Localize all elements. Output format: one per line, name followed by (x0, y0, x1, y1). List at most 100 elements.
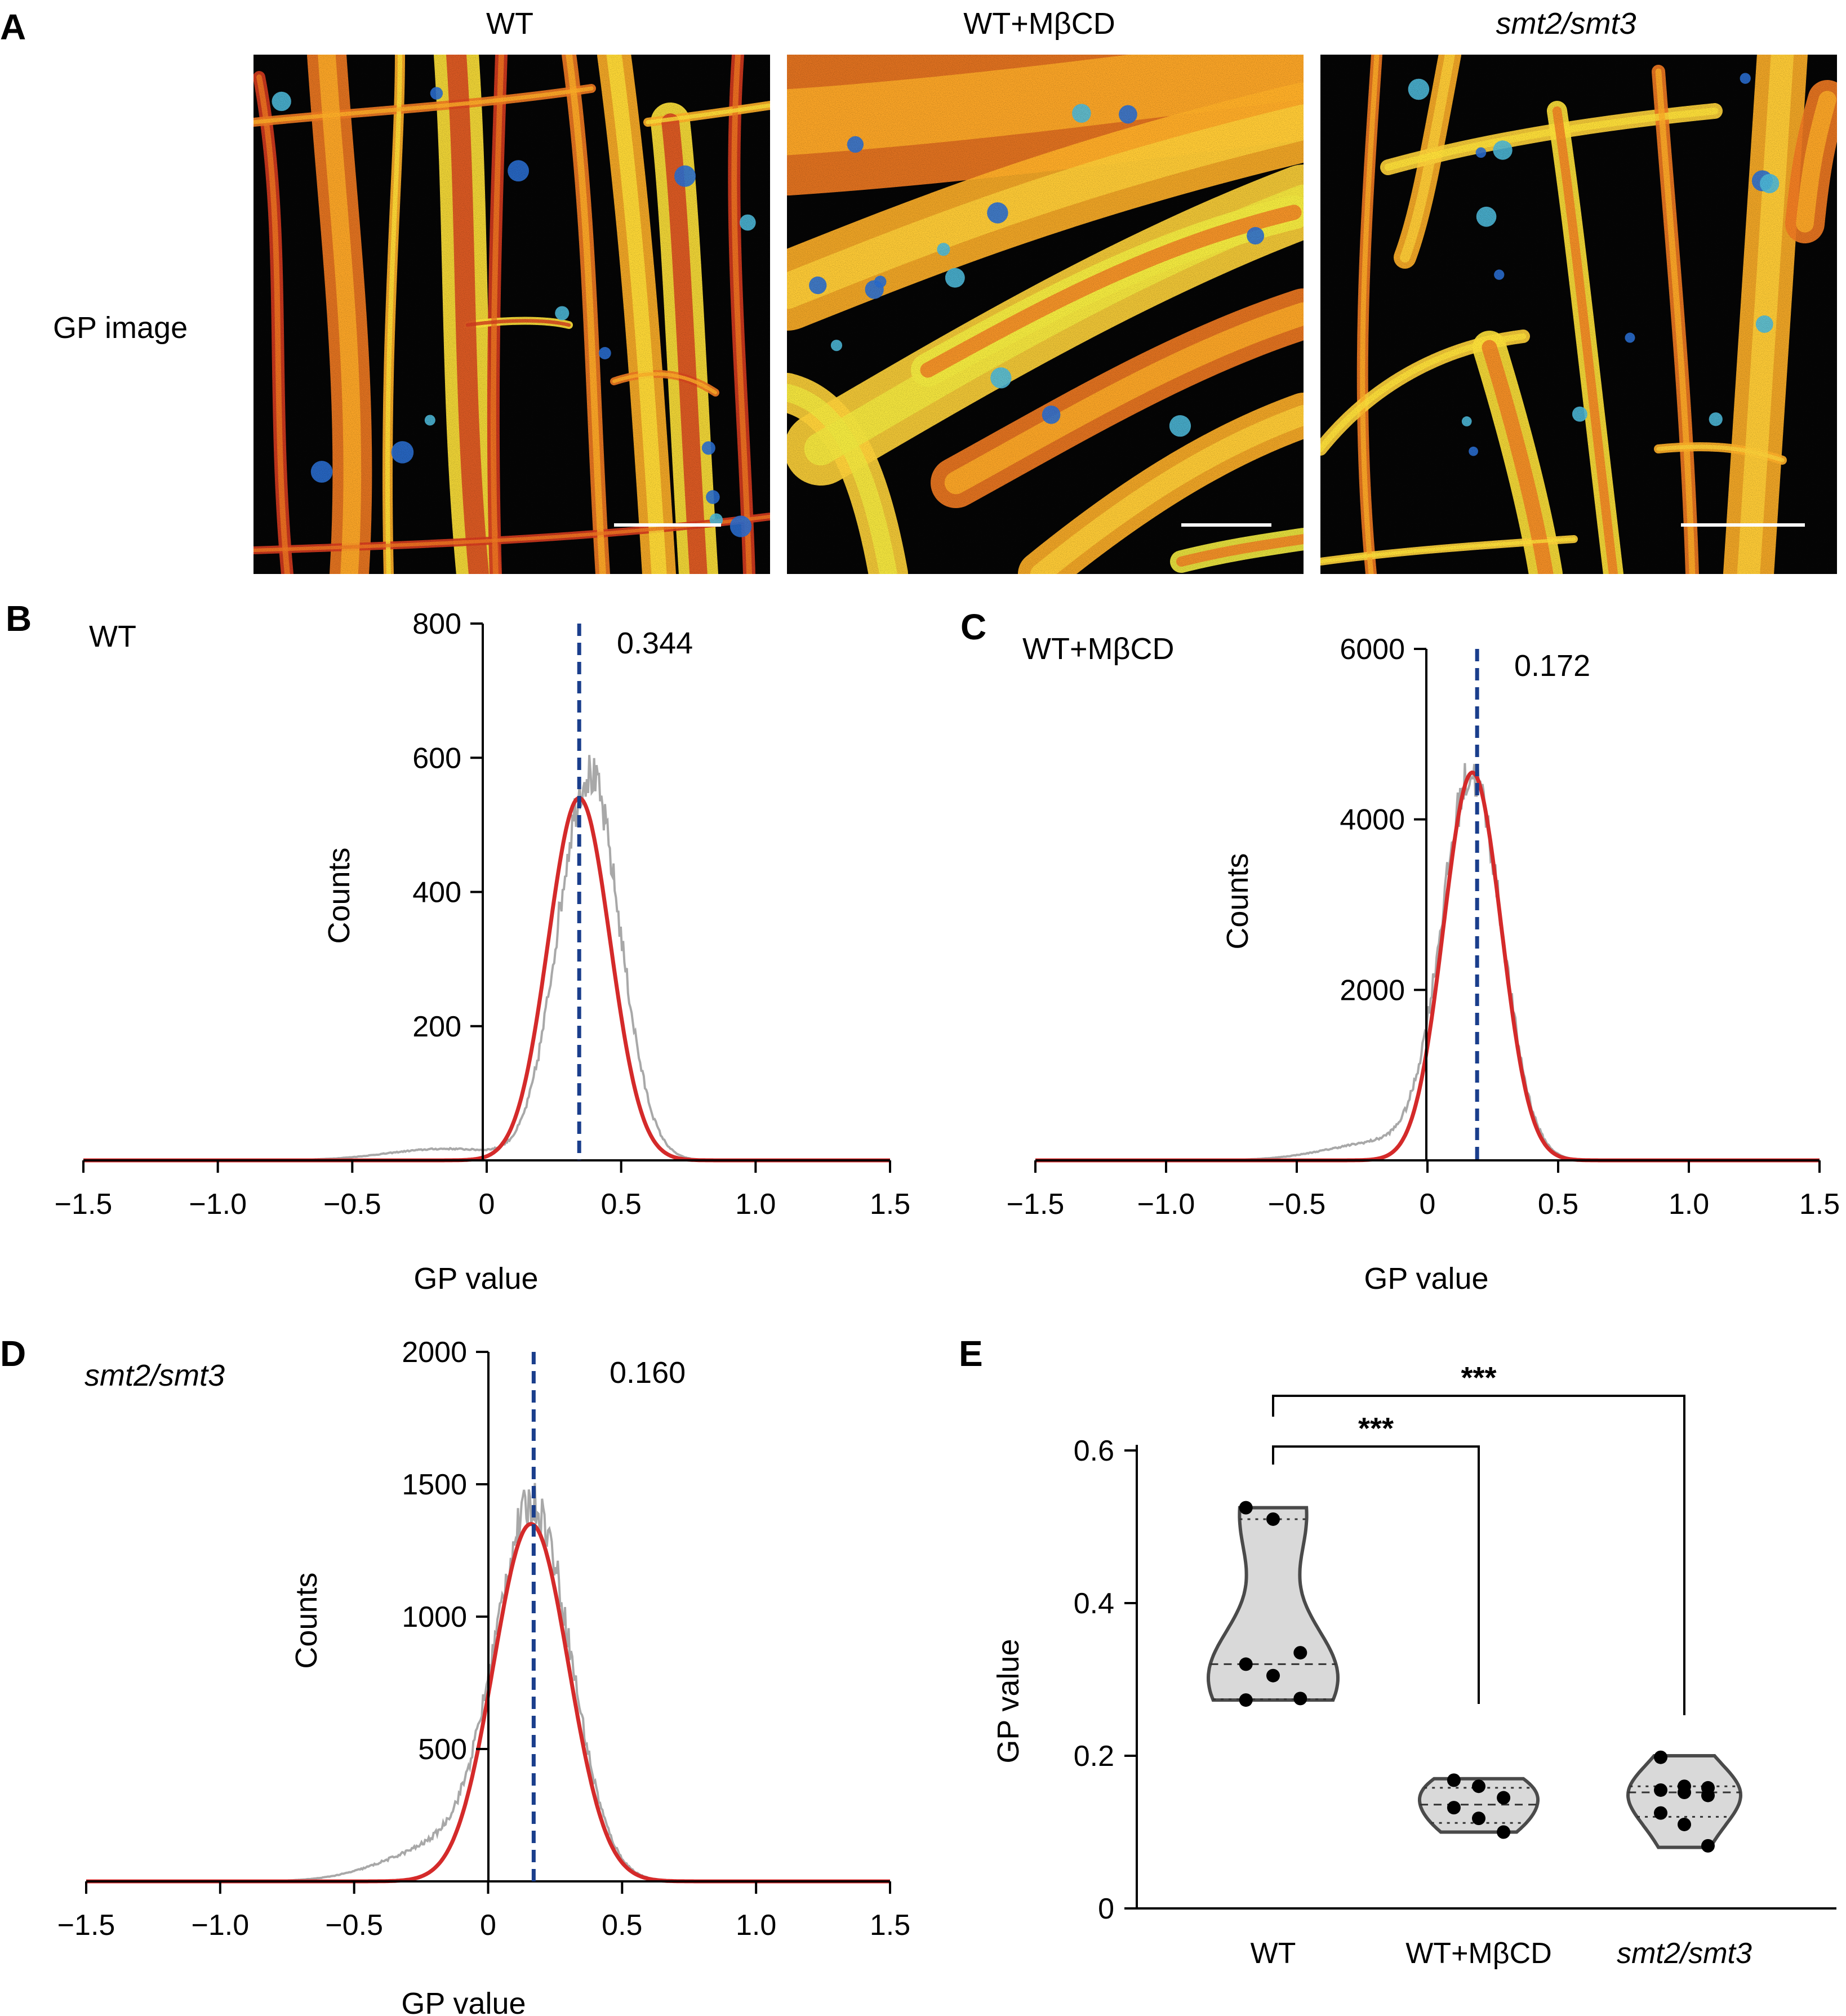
mean-annotation: 0.172 (1514, 649, 1590, 683)
panel-label-e: E (959, 1333, 983, 1374)
significance-label: *** (1461, 1361, 1496, 1395)
axes: −1.5 −1.0 −0.5 0 0.5 1.0 1.5 200 400 600 800 (55, 608, 910, 1221)
x-category-label: WT (1251, 1937, 1296, 1970)
x-tick-label: −1.5 (55, 1188, 113, 1221)
image-title-wt-mbcd: WT+MβCD (963, 7, 1115, 41)
y-tick-label: 800 (412, 608, 461, 640)
gp-image-smt2-smt3 (1320, 55, 1837, 574)
x-tick-label: −1.0 (189, 1188, 247, 1221)
y-tick-label: 6000 (1340, 633, 1405, 666)
data-point (1497, 1825, 1511, 1839)
violin-group (1626, 1750, 1743, 1853)
y-tick-label: 1000 (402, 1601, 467, 1634)
y-tick-label: 0.4 (1074, 1587, 1114, 1620)
y-tick-label: 400 (412, 876, 461, 909)
data-point (1266, 1512, 1280, 1526)
panel-label-d: D (0, 1333, 26, 1374)
y-tick-label: 4000 (1340, 804, 1405, 836)
y-tick-label: 2000 (1340, 974, 1405, 1007)
y-axis-label: Counts (322, 847, 356, 944)
chart-title: WT+MβCD (1022, 632, 1175, 666)
x-axis-label: GP value (413, 1262, 538, 1296)
x-tick-label: 1.0 (1669, 1188, 1709, 1221)
gp-image-row-label: GP image (53, 311, 188, 345)
y-tick-label: 600 (412, 742, 461, 775)
data-point (1239, 1501, 1253, 1515)
data-point (1266, 1668, 1280, 1683)
x-tick-label: 0 (1420, 1188, 1436, 1221)
x-tick-label: −1.0 (1137, 1188, 1195, 1221)
violins (1206, 1501, 1743, 1853)
panel-c-histogram: C WT+MβCD −1.5 −1.0 −0.5 0 0.5 1.0 1.5 2000 4000… (960, 607, 1840, 1296)
axes: −1.5 −1.0 −0.5 0 0.5 1.0 1.5 500 1000 1500 2000 (57, 1336, 910, 1942)
data-point (1293, 1646, 1307, 1660)
panel-a: A GP image WT WT+MβCD smt2/smt3 (0, 7, 1837, 574)
x-tick-label: 0.5 (602, 1909, 642, 1942)
significance-bracket: *** (1272, 1412, 1480, 1704)
image-title-smt2-smt3: smt2/smt3 (1496, 7, 1636, 41)
x-category-label: WT+MβCD (1405, 1937, 1552, 1970)
data-point (1447, 1801, 1461, 1815)
y-axis-label: Counts (290, 1572, 323, 1668)
data-point (1293, 1692, 1307, 1706)
x-tick-label: 0.5 (601, 1188, 642, 1221)
data-point (1678, 1817, 1691, 1831)
data-point (1678, 1786, 1691, 1800)
x-tick-label: 1.0 (736, 1909, 776, 1942)
mean-annotation: 0.344 (617, 626, 693, 660)
panel-d-histogram: D smt2/smt3 −1.5 −1.0 −0.5 0 0.5 1.0 1.5 500 100… (0, 1333, 910, 2016)
x-tick-label: −0.5 (323, 1188, 381, 1221)
x-tick-label: 1.5 (1799, 1188, 1840, 1221)
y-tick-label: 1500 (402, 1468, 467, 1501)
gaussian-fit-curve (83, 796, 890, 1163)
x-tick-label: 0 (479, 1188, 495, 1221)
x-tick-label: 1.5 (870, 1909, 910, 1942)
data-point (1654, 1750, 1667, 1764)
mean-annotation: 0.160 (610, 1356, 686, 1390)
data-point (1497, 1791, 1511, 1805)
x-tick-label: 1.0 (735, 1188, 776, 1221)
y-axis-label: GP value (991, 1639, 1025, 1763)
y-tick-label: 0.2 (1074, 1740, 1114, 1773)
data-point (1239, 1693, 1253, 1707)
data-point (1701, 1839, 1715, 1853)
significance-brackets: *** *** (1272, 1361, 1685, 1715)
chart-title: WT (89, 620, 136, 653)
panel-label-b: B (6, 598, 32, 639)
data-point (1239, 1657, 1253, 1671)
x-tick-label: 0 (480, 1909, 496, 1942)
panel-label-c: C (960, 607, 986, 647)
x-axis-label: GP value (1364, 1262, 1488, 1296)
x-tick-label: −0.5 (1268, 1188, 1326, 1221)
y-tick-label: 0 (1098, 1893, 1114, 1925)
significance-bracket: *** (1272, 1361, 1685, 1715)
axes: −1.5 −1.0 −0.5 0 0.5 1.0 1.5 2000 4000 6000 (1007, 633, 1840, 1221)
data-point (1654, 1783, 1667, 1797)
y-tick-label: 200 (412, 1011, 461, 1043)
data-point (1447, 1773, 1461, 1787)
panel-b-histogram: B WT −1.5 −1.0 −0.5 0 0.5 1.0 1.5200400600800 … (6, 598, 910, 1296)
data-point (1701, 1788, 1715, 1803)
significance-label: *** (1358, 1412, 1394, 1445)
violin-body (1626, 1754, 1743, 1849)
panel-e-violin: E 0 0.2 0.4 0.6 WT WT+MβCD smt2/smt3 *** *** GP… (959, 1333, 1836, 1970)
x-tick-label: 1.5 (870, 1188, 910, 1221)
data-point (1472, 1779, 1485, 1794)
x-axis-label: GP value (401, 1987, 526, 2016)
x-tick-label: −1.0 (192, 1909, 250, 1942)
x-tick-label: 0.5 (1538, 1188, 1578, 1221)
y-tick-label: 0.6 (1074, 1435, 1114, 1467)
y-axis-label: Counts (1221, 853, 1255, 949)
x-tick-label: −1.5 (1007, 1188, 1065, 1221)
data-point (1472, 1812, 1485, 1826)
histogram-trace (217, 755, 755, 1161)
violin-group (1418, 1773, 1540, 1839)
chart-title: smt2/smt3 (84, 1359, 225, 1392)
violin-group (1206, 1501, 1340, 1707)
panel-label-a: A (0, 7, 26, 47)
axes: 0 0.2 0.4 0.6 WT WT+MβCD smt2/smt3 (1074, 1435, 1836, 1970)
x-category-label: smt2/smt3 (1617, 1937, 1752, 1970)
x-tick-label: −0.5 (325, 1909, 383, 1942)
data-point (1654, 1806, 1667, 1820)
